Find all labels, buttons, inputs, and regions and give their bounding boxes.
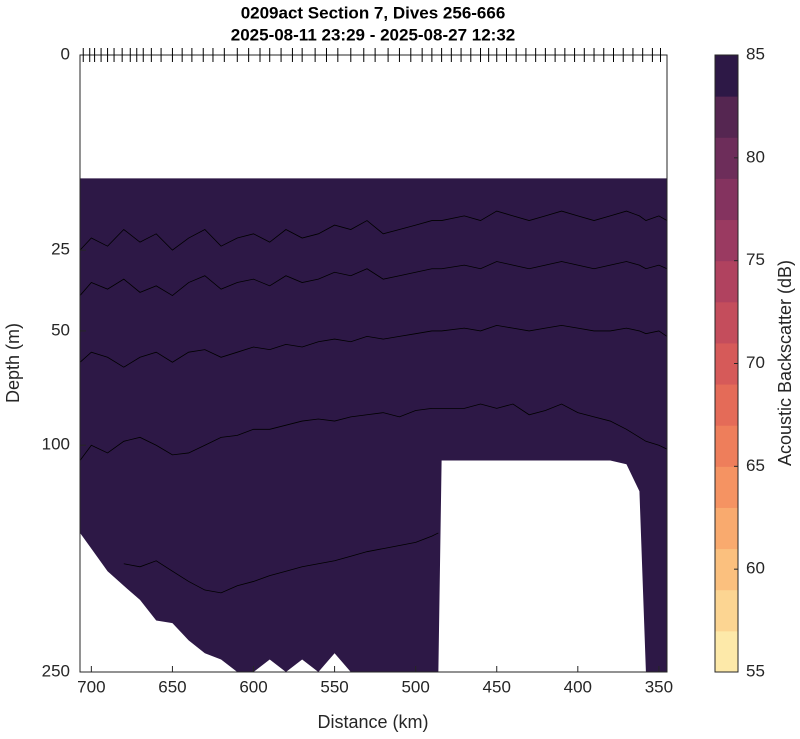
y-tick-label: 25 xyxy=(51,240,70,259)
x-axis-label: Distance (km) xyxy=(317,712,428,732)
colorbar-band xyxy=(715,137,738,179)
colorbar-band xyxy=(715,219,738,262)
x-tick-label: 450 xyxy=(483,677,511,696)
contour-line xyxy=(79,403,668,461)
colorbar-band xyxy=(715,384,738,426)
colorbar-band xyxy=(715,178,738,221)
x-tick-label: 700 xyxy=(77,677,105,696)
colorbar-tick-label: 55 xyxy=(746,661,765,680)
colorbar-band xyxy=(715,589,738,632)
colorbar-tick-label: 70 xyxy=(746,353,765,372)
colorbar-band xyxy=(715,301,738,344)
x-tick-label: 600 xyxy=(239,677,267,696)
y-tick-label: 250 xyxy=(42,661,70,680)
contour-line xyxy=(79,324,668,368)
chart-subtitle: 2025-08-11 23:29 - 2025-08-27 12:32 xyxy=(231,25,516,44)
colorbar-band xyxy=(715,425,738,467)
data-fill xyxy=(80,178,667,672)
plot-frame xyxy=(79,54,668,673)
colorbar-band xyxy=(715,466,738,508)
colorbar-tick-label: 65 xyxy=(746,456,765,475)
colorbar-band xyxy=(715,342,738,385)
y-tick-label: 0 xyxy=(61,44,70,63)
colorbar-tick-label: 85 xyxy=(746,44,765,63)
x-tick-label: 650 xyxy=(158,677,186,696)
contour-line xyxy=(79,210,668,251)
colorbar-tick-label: 60 xyxy=(746,559,765,578)
y-axis-label: Depth (m) xyxy=(3,323,23,403)
x-tick-label: 500 xyxy=(401,677,429,696)
colorbar-band xyxy=(715,630,738,673)
x-tick-label: 400 xyxy=(564,677,592,696)
x-tick-label: 350 xyxy=(645,677,673,696)
colorbar-band xyxy=(715,55,738,97)
chart-title: 0209act Section 7, Dives 256-666 xyxy=(241,3,506,22)
colorbar-band xyxy=(715,507,738,550)
colorbar-band xyxy=(715,96,738,138)
y-tick-label: 100 xyxy=(42,435,70,454)
colorbar-tick-label: 80 xyxy=(746,147,765,166)
colorbar-tick-label: 75 xyxy=(746,250,765,269)
y-tick-label: 50 xyxy=(51,320,70,339)
x-tick-label: 550 xyxy=(320,677,348,696)
colorbar-label: Acoustic Backscatter (dB) xyxy=(775,260,795,466)
contour-line xyxy=(123,532,439,594)
colorbar-band xyxy=(715,548,738,591)
colorbar-band xyxy=(715,260,738,303)
contour-line xyxy=(79,261,668,297)
